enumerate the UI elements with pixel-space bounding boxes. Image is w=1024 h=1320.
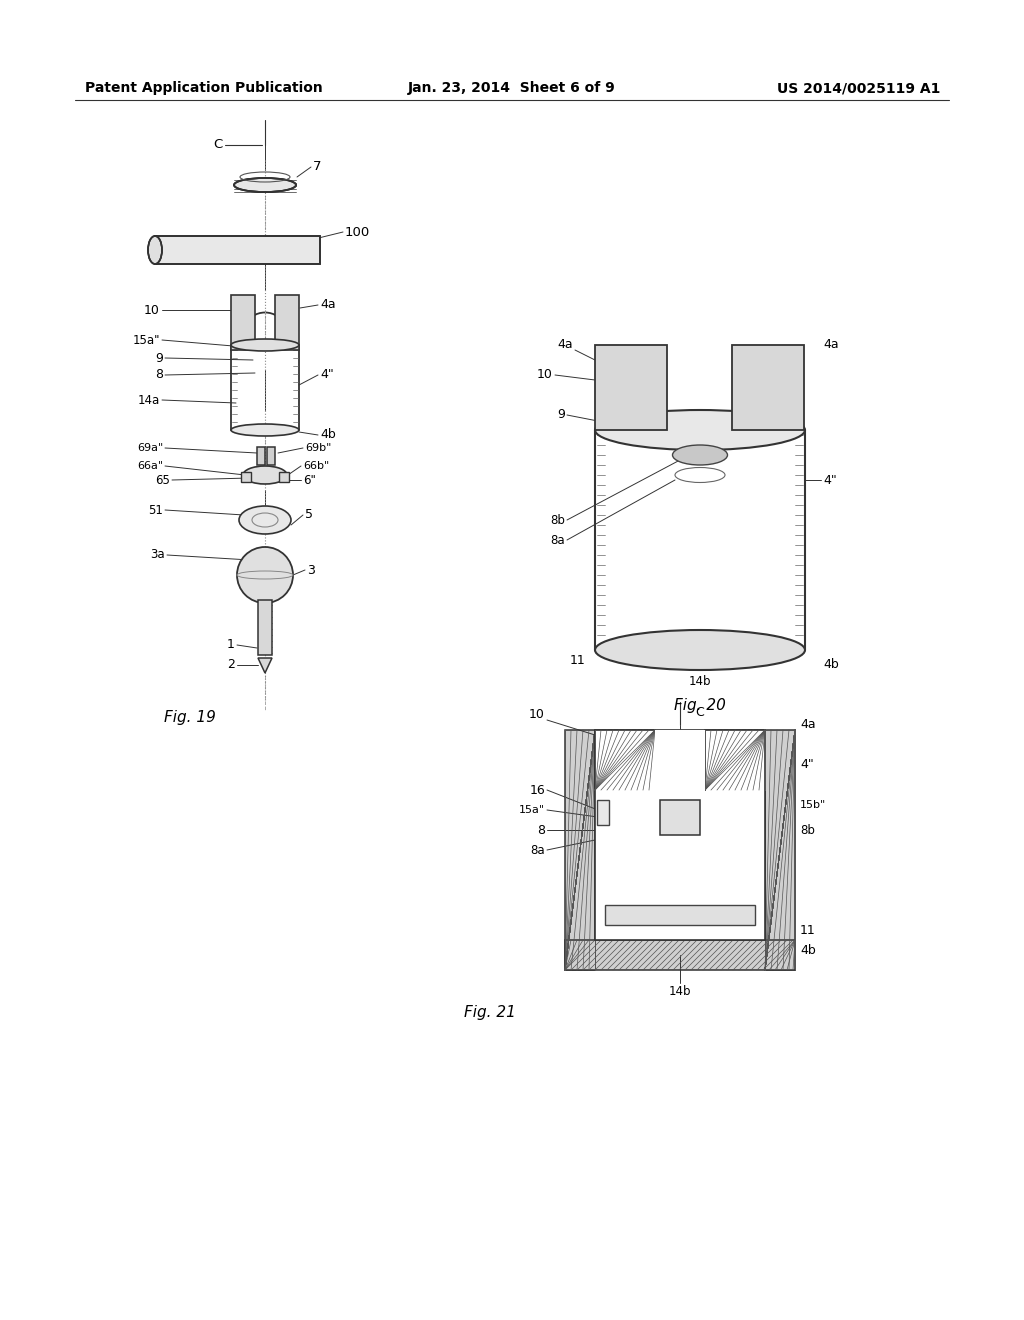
- Text: 4b: 4b: [319, 429, 336, 441]
- Text: 8b: 8b: [800, 824, 815, 837]
- Bar: [565, 940, 795, 970]
- Text: 8a: 8a: [550, 533, 565, 546]
- Text: 8b: 8b: [550, 513, 565, 527]
- Text: Patent Application Publication: Patent Application Publication: [85, 81, 323, 95]
- Bar: [258, 601, 272, 655]
- Text: 4a: 4a: [800, 718, 816, 731]
- Text: 65: 65: [155, 474, 170, 487]
- Bar: [595, 730, 655, 789]
- Text: 4a: 4a: [319, 298, 336, 312]
- Text: 4": 4": [800, 759, 814, 771]
- Text: 9: 9: [155, 351, 163, 364]
- Bar: [660, 800, 700, 836]
- Text: 8: 8: [537, 824, 545, 837]
- Bar: [595, 730, 765, 940]
- Bar: [155, 236, 319, 264]
- Ellipse shape: [231, 424, 299, 436]
- Text: 69b": 69b": [305, 444, 332, 453]
- Text: 100: 100: [345, 226, 371, 239]
- Text: 3: 3: [307, 564, 314, 577]
- Text: 8: 8: [155, 368, 163, 381]
- Text: 4a: 4a: [823, 338, 839, 351]
- Bar: [257, 447, 265, 465]
- Text: 4": 4": [823, 474, 837, 487]
- Text: 10: 10: [529, 709, 545, 722]
- Text: 14a: 14a: [138, 393, 160, 407]
- Bar: [595, 345, 667, 430]
- Bar: [765, 730, 795, 970]
- Bar: [705, 730, 765, 789]
- Text: 4b: 4b: [800, 944, 816, 957]
- Text: 69a": 69a": [137, 444, 163, 453]
- Text: 4": 4": [319, 368, 334, 381]
- Bar: [565, 730, 595, 970]
- Text: 51: 51: [148, 503, 163, 516]
- Ellipse shape: [231, 339, 299, 351]
- Bar: [597, 800, 609, 825]
- Ellipse shape: [595, 411, 805, 450]
- Text: 6": 6": [303, 474, 315, 487]
- Bar: [732, 345, 804, 430]
- Ellipse shape: [234, 178, 296, 191]
- Ellipse shape: [595, 630, 805, 671]
- Text: 15a": 15a": [519, 805, 545, 814]
- Text: 66a": 66a": [137, 461, 163, 471]
- Text: 10: 10: [144, 304, 160, 317]
- Text: 16: 16: [529, 784, 545, 796]
- Ellipse shape: [148, 236, 162, 264]
- Ellipse shape: [239, 506, 291, 535]
- Bar: [241, 473, 251, 482]
- Text: 7: 7: [313, 161, 322, 173]
- Bar: [279, 473, 289, 482]
- Text: 3a: 3a: [151, 549, 165, 561]
- Text: C: C: [213, 139, 222, 152]
- Ellipse shape: [673, 445, 727, 465]
- Text: 10: 10: [538, 368, 553, 381]
- Text: 14b: 14b: [689, 675, 712, 688]
- Text: US 2014/0025119 A1: US 2014/0025119 A1: [776, 81, 940, 95]
- Text: 14b: 14b: [669, 985, 691, 998]
- Text: 11: 11: [569, 653, 585, 667]
- Text: Jan. 23, 2014  Sheet 6 of 9: Jan. 23, 2014 Sheet 6 of 9: [409, 81, 615, 95]
- Bar: [655, 730, 705, 810]
- Polygon shape: [258, 657, 272, 673]
- Text: 4a: 4a: [557, 338, 572, 351]
- Bar: [155, 236, 319, 264]
- Text: 15a": 15a": [132, 334, 160, 346]
- Circle shape: [237, 546, 293, 603]
- Text: 4b: 4b: [823, 659, 839, 672]
- Text: 11: 11: [800, 924, 816, 936]
- Ellipse shape: [243, 466, 287, 484]
- Bar: [605, 906, 755, 925]
- Text: 15b": 15b": [800, 800, 826, 810]
- Text: 5: 5: [305, 508, 313, 521]
- Text: 66b": 66b": [303, 461, 330, 471]
- Text: C: C: [695, 705, 703, 718]
- Text: 9: 9: [557, 408, 565, 421]
- Bar: [231, 294, 255, 350]
- Text: 1: 1: [227, 639, 234, 652]
- Text: 8a: 8a: [530, 843, 545, 857]
- Bar: [275, 294, 299, 350]
- Text: Fig. 20: Fig. 20: [674, 698, 726, 713]
- Bar: [267, 447, 275, 465]
- Text: Fig. 21: Fig. 21: [464, 1005, 516, 1020]
- Text: Fig. 19: Fig. 19: [164, 710, 216, 725]
- Text: 2: 2: [227, 659, 234, 672]
